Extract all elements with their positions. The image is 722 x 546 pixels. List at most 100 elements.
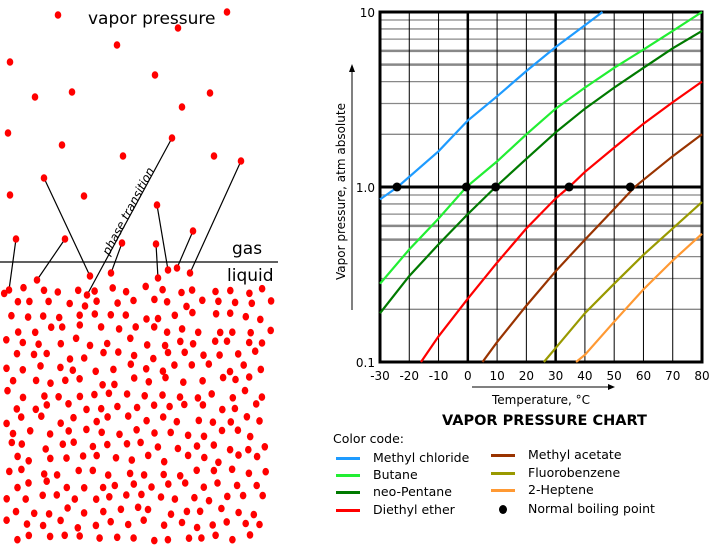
liquid-particle: [210, 466, 218, 475]
liquid-particle: [212, 531, 219, 540]
legend-swatch: [336, 509, 360, 512]
liquid-particle: [212, 310, 220, 318]
liquid-particle: [166, 402, 173, 411]
liquid-particle: [141, 392, 148, 400]
gas-particle: [237, 157, 245, 165]
liquid-particle: [150, 354, 157, 363]
liquid-particle: [25, 457, 32, 465]
liquid-particle: [40, 470, 48, 478]
liquid-particle: [26, 427, 34, 435]
liquid-particle: [201, 453, 208, 462]
gas-particle: [61, 235, 69, 243]
trajectory-line: [189, 160, 242, 274]
liquid-particle: [234, 350, 242, 358]
liquid-particle: [69, 366, 77, 375]
liquid-particle: [53, 471, 61, 479]
liquid-particle: [8, 438, 16, 447]
liquid-particle: [43, 349, 50, 358]
liquid-particle: [46, 430, 54, 438]
liquid-particle: [30, 509, 38, 518]
y-tick-label: 10: [360, 6, 375, 20]
liquid-particle: [64, 504, 71, 512]
liquid-particle: [151, 536, 158, 545]
liquid-particle: [74, 524, 82, 532]
liquid-particle: [163, 328, 171, 337]
liquid-particle: [233, 481, 241, 490]
liquid-particle: [253, 481, 260, 490]
liquid-particle: [198, 534, 205, 542]
series-line: [575, 232, 703, 363]
liquid-particle: [133, 403, 141, 412]
liquid-particle: [178, 518, 186, 527]
liquid-particle: [242, 312, 250, 321]
liquid-particle: [30, 350, 38, 359]
liquid-particle: [130, 296, 137, 305]
liquid-particle: [45, 510, 53, 518]
liquid-particle: [188, 361, 196, 369]
x-tick-label: -30: [370, 369, 390, 383]
boiling-point-marker: [491, 182, 501, 192]
liquid-particle: [171, 361, 178, 369]
liquid-particle: [81, 302, 89, 310]
liquid-particle: [257, 365, 265, 374]
legend-swatch: [336, 457, 360, 460]
liquid-particle: [3, 516, 10, 524]
liquid-particle: [143, 416, 150, 425]
liquid-particle: [132, 323, 139, 331]
liquid-particle: [19, 366, 27, 374]
liquid-particle: [46, 532, 54, 541]
liquid-particle: [157, 493, 165, 501]
trajectory-line: [176, 230, 194, 269]
liquid-particle: [133, 426, 140, 434]
liquid-particle: [4, 386, 11, 395]
liquid-particle: [251, 347, 259, 356]
liquid-particle: [80, 354, 88, 362]
liquid-particle: [258, 339, 266, 347]
liquid-particle: [47, 454, 54, 463]
liquid-particle: [227, 418, 235, 426]
liquid-particle: [194, 328, 202, 337]
liquid-particle: [205, 360, 213, 368]
liquid-particle: [14, 452, 21, 461]
liquid-particle: [232, 375, 239, 384]
liquid-particle: [76, 392, 84, 401]
liquid-particle: [107, 269, 115, 277]
liquid-particle: [35, 340, 42, 349]
liquid-particle: [159, 285, 166, 294]
liquid-particle: [210, 441, 218, 449]
gas-particle: [206, 89, 214, 97]
series-line: [379, 29, 703, 314]
liquid-particle: [124, 520, 132, 529]
liquid-particle: [258, 393, 266, 401]
liquid-particle: [45, 297, 52, 306]
liquid-particle: [76, 311, 83, 320]
series-line: [420, 80, 703, 363]
liquid-particle: [189, 340, 197, 348]
liquid-particle: [89, 442, 97, 451]
liquid-particle: [223, 337, 231, 346]
liquid-particle: [93, 417, 100, 426]
legend: Color code: Methyl chloride Butane neo-P…: [333, 431, 722, 546]
liquid-particle: [239, 491, 247, 500]
liquid-particle: [229, 394, 237, 402]
plot-frame: [378, 10, 704, 364]
liquid-particle: [208, 390, 215, 398]
liquid-particle: [59, 440, 67, 449]
liquid-particle: [31, 328, 39, 337]
liquid-particle: [216, 351, 223, 359]
liquid-particle: [117, 505, 125, 514]
gas-particle: [68, 88, 76, 96]
liquid-particle: [226, 445, 234, 454]
liquid-particle: [115, 348, 122, 356]
liquid-particle: [75, 466, 82, 475]
liquid-particle: [37, 362, 44, 370]
liquid-particle: [92, 521, 100, 530]
liquid-particle: [188, 286, 196, 294]
y-axis-label: Vapor pressure, atm absolute: [334, 103, 348, 280]
liquid-particle: [124, 412, 132, 420]
liquid-particle: [9, 429, 17, 438]
gas-particle: [178, 103, 186, 111]
liquid-particle: [176, 472, 184, 480]
liquid-particle: [177, 337, 184, 346]
liquid-particle: [66, 355, 74, 363]
